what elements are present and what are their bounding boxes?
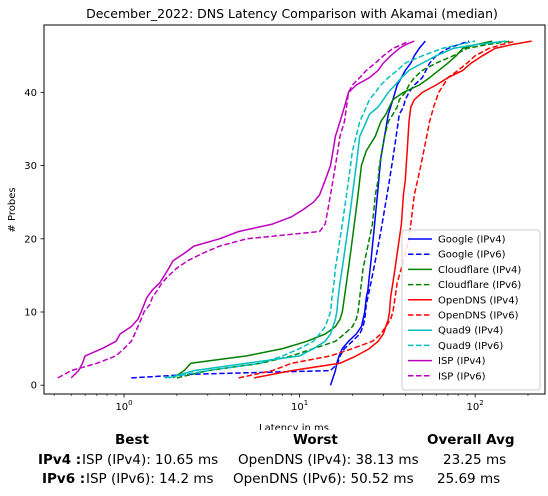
y-tick-label: 0 (31, 381, 37, 392)
series-line-opendns-ipv4 (253, 40, 532, 379)
x-tick-label: 100 (115, 399, 132, 413)
legend-box (401, 229, 541, 391)
series-line-quad9-ipv6 (164, 40, 476, 379)
y-tick-label: 20 (24, 234, 37, 245)
y-axis-ticks: 0 10 20 30 40 (24, 88, 44, 392)
legend-label-isp-ipv4: ISP (IPv4) (438, 356, 486, 367)
chart-title: December_2022: DNS Latency Comparison wi… (86, 6, 498, 21)
legend-label-google-ipv4: Google (IPv4) (438, 235, 506, 246)
x-tick-label: 101 (291, 399, 308, 413)
ipv6-avg: 25.69 ms (437, 471, 501, 487)
x-tick-label: 102 (467, 399, 484, 413)
summary-table: Best Worst Overall Avg IPv4 : ISP (IPv4)… (0, 430, 548, 496)
ipv4-worst: OpenDNS (IPv4): 38.13 ms (238, 452, 419, 468)
legend-label-opendns-ipv6: OpenDNS (IPv6) (438, 311, 519, 322)
legend-label-opendns-ipv4: OpenDNS (IPv4) (438, 295, 519, 306)
ipv4-best: ISP (IPv4): 10.65 ms (82, 452, 219, 468)
latency-chart: December_2022: DNS Latency Comparison wi… (7, 6, 546, 430)
series-line-google-ipv6 (131, 40, 470, 379)
axes-frame (43, 24, 546, 395)
ipv6-row-label: IPv6 : (42, 471, 86, 487)
series-line-opendns-ipv6 (238, 40, 516, 379)
plot-lines (57, 40, 532, 386)
y-tick-label: 10 (24, 308, 37, 319)
series-line-cloudflare-ipv4 (172, 40, 493, 379)
worst-header: Worst (293, 432, 338, 448)
y-axis-label: # Probes (7, 187, 18, 232)
avg-header: Overall Avg (427, 432, 515, 448)
series-line-cloudflare-ipv6 (176, 40, 512, 379)
ipv6-worst: OpenDNS (IPv6): 50.52 ms (233, 471, 414, 487)
legend: Google (IPv4) Google (IPv6) Cloudflare (IP… (401, 229, 541, 391)
series-line-quad9-ipv4 (168, 40, 507, 379)
legend-label-google-ipv6: Google (IPv6) (438, 250, 506, 261)
legend-label-cloudflare-ipv6: Cloudflare (IPv6) (438, 280, 521, 291)
ipv6-best: ISP (IPv6): 14.2 ms (86, 471, 214, 487)
y-tick-label: 30 (24, 161, 37, 172)
series-line-isp-ipv4 (70, 40, 415, 379)
legend-label-cloudflare-ipv4: Cloudflare (IPv4) (438, 265, 521, 276)
ipv4-row-label: IPv4 : (38, 452, 82, 468)
x-axis-ticks: 100 101 102 (53, 394, 529, 413)
x-axis-label: Latency in ms (259, 423, 329, 430)
y-tick-label: 40 (24, 88, 37, 99)
legend-label-quad9-ipv6: Quad9 (IPv6) (438, 341, 503, 352)
legend-label-isp-ipv6: ISP (IPv6) (438, 371, 486, 382)
best-header: Best (115, 432, 149, 448)
legend-label-quad9-ipv4: Quad9 (IPv4) (438, 326, 503, 337)
ipv4-avg: 23.25 ms (443, 452, 507, 468)
